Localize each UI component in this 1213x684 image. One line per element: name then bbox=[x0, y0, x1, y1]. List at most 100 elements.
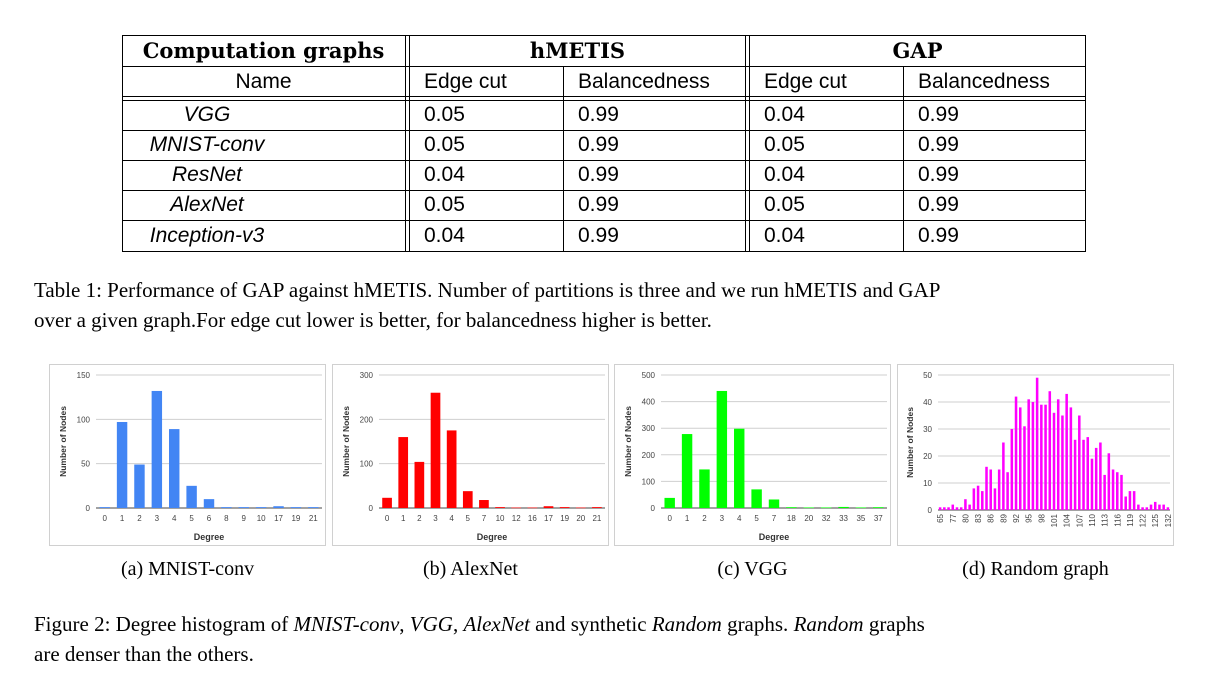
histogram-bar bbox=[273, 506, 284, 508]
y-tick-label: 300 bbox=[360, 371, 374, 380]
x-tick-label: 3 bbox=[433, 514, 438, 523]
histogram-bar bbox=[1116, 472, 1119, 510]
x-tick-label: 4 bbox=[737, 514, 742, 523]
histogram-bar bbox=[1006, 472, 1009, 510]
x-tick-label: 10 bbox=[257, 514, 266, 523]
histogram-bar bbox=[308, 507, 319, 508]
chart-vgg: 0 100 200 300 400 500 Number of Nodes 0 1 2 3 4 5 7 18… bbox=[614, 364, 891, 546]
chart-alexnet: 0 100 200 300 Number of Nodes 0 1 2 3 4 5 7 10 12 16 17… bbox=[332, 364, 609, 546]
chart-svg: 0 100 200 300 400 500 Number of Nodes 0 1 2 3 4 5 7 18… bbox=[623, 371, 887, 542]
row-gap-edge-cut: 0.05 bbox=[764, 133, 805, 156]
chart-svg: 0 10 20 30 40 50 Number of Nodes 65 77 80 83 86 89 92… bbox=[905, 371, 1173, 527]
histogram-bar bbox=[1044, 404, 1047, 510]
x-axis-label: Degree bbox=[194, 532, 225, 542]
histogram-bar bbox=[681, 434, 693, 508]
histogram-bar bbox=[820, 507, 832, 509]
x-tick-label: 65 bbox=[936, 513, 945, 522]
x-tick-label: 20 bbox=[804, 514, 813, 523]
table-border bbox=[749, 35, 750, 251]
histogram-bar bbox=[855, 507, 867, 509]
chart-svg: 0 50 100 150 Number of Nodes 0 1 2 3 4 5 6 8 9 10 17 19 2… bbox=[58, 371, 322, 542]
histogram-bar bbox=[838, 506, 849, 508]
histogram-bar bbox=[1056, 399, 1060, 510]
y-tick-label: 100 bbox=[642, 477, 656, 486]
x-tick-label: 2 bbox=[417, 514, 422, 523]
y-tick-label: 50 bbox=[81, 460, 90, 469]
chart-random-graph: 0 10 20 30 40 50 Number of Nodes 65 77 80 83 86 89 92… bbox=[897, 364, 1174, 546]
histogram-bar bbox=[169, 429, 180, 508]
caption-text: , bbox=[452, 612, 464, 636]
row-name: MNIST-conv bbox=[149, 133, 265, 156]
row-gap-balancedness: 0.99 bbox=[918, 163, 959, 186]
x-tick-label: 1 bbox=[401, 514, 406, 523]
header-hmetis-balancedness: Balancedness bbox=[578, 69, 710, 93]
histogram-bar bbox=[446, 430, 457, 508]
histogram-bar bbox=[873, 507, 884, 508]
header-hmetis-edge-cut: Edge cut bbox=[424, 69, 507, 93]
x-tick-label: 1 bbox=[685, 514, 690, 523]
table-border bbox=[1085, 35, 1086, 251]
caption-text: , bbox=[399, 612, 410, 636]
histogram-bar bbox=[592, 507, 602, 508]
histogram-bar bbox=[511, 507, 522, 509]
histogram-bar bbox=[1145, 507, 1149, 510]
histogram-bar bbox=[1027, 399, 1030, 510]
histogram-bar bbox=[1010, 429, 1014, 510]
table-caption-line: over a given graph.For edge cut lower is… bbox=[34, 308, 712, 332]
histogram-bar bbox=[1166, 507, 1170, 510]
caption-text: Figure 2: Degree histogram of bbox=[34, 612, 294, 636]
x-tick-label: 8 bbox=[224, 514, 229, 523]
y-tick-label: 20 bbox=[923, 452, 932, 461]
table-border bbox=[745, 35, 746, 251]
table-border bbox=[122, 130, 1086, 131]
histogram-bar bbox=[989, 469, 992, 510]
table-caption-line: Table 1: Performance of GAP against hMET… bbox=[34, 278, 941, 302]
row-hmetis-edge-cut: 0.05 bbox=[424, 103, 465, 126]
caption-emphasis: Random bbox=[793, 612, 864, 636]
histogram-bar bbox=[943, 507, 946, 510]
histogram-bar bbox=[1014, 396, 1018, 510]
table-row: VGG 0.05 0.99 0.04 0.99 bbox=[122, 100, 1086, 130]
histogram-bar bbox=[99, 507, 110, 508]
histogram-bar bbox=[1035, 377, 1039, 510]
table-row: MNIST-conv 0.05 0.99 0.05 0.99 bbox=[122, 130, 1086, 160]
x-tick-label: 132 bbox=[1164, 513, 1173, 527]
histogram-bar bbox=[1103, 474, 1106, 510]
histogram-bar bbox=[955, 507, 959, 510]
x-tick-label: 98 bbox=[1037, 513, 1046, 522]
x-tick-label: 104 bbox=[1063, 513, 1072, 527]
x-tick-label: 0 bbox=[102, 514, 107, 523]
histogram-bar bbox=[414, 461, 425, 508]
x-tick-label: 110 bbox=[1088, 513, 1097, 526]
histogram-bar bbox=[1090, 458, 1094, 510]
table-border bbox=[122, 251, 1086, 252]
y-tick-label: 0 bbox=[928, 506, 933, 515]
histogram-bar bbox=[1082, 439, 1085, 510]
y-tick-label: 150 bbox=[77, 371, 91, 380]
x-tick-label: 37 bbox=[874, 514, 883, 523]
x-tick-label: 4 bbox=[172, 514, 177, 523]
x-tick-label: 92 bbox=[1012, 513, 1021, 522]
table-border bbox=[122, 66, 1086, 67]
header-gap-edge-cut: Edge cut bbox=[764, 69, 847, 93]
row-hmetis-balancedness: 0.99 bbox=[578, 133, 619, 156]
y-axis-label: Number of Nodes bbox=[623, 406, 633, 477]
header-computation-graphs: Computation graphs bbox=[142, 38, 385, 63]
x-tick-label: 116 bbox=[1113, 513, 1122, 526]
histogram-bar bbox=[968, 504, 971, 510]
histogram-bar bbox=[1040, 404, 1043, 510]
row-gap-edge-cut: 0.04 bbox=[764, 163, 805, 186]
histogram-bar bbox=[1149, 504, 1153, 510]
histogram-bar bbox=[1048, 391, 1052, 510]
x-tick-label: 5 bbox=[466, 514, 471, 523]
subcaption-a: (a) MNIST-conv bbox=[120, 558, 255, 580]
header-name: Name bbox=[235, 69, 292, 93]
histogram-bar bbox=[1052, 412, 1056, 510]
histogram-bar bbox=[1158, 504, 1161, 510]
figure-caption-line: are denser than the others. bbox=[34, 642, 254, 666]
x-tick-label: 80 bbox=[961, 513, 970, 522]
x-tick-label: 4 bbox=[449, 514, 454, 523]
row-hmetis-edge-cut: 0.04 bbox=[424, 163, 465, 186]
caption-text: graphs bbox=[863, 612, 925, 636]
x-tick-label: 83 bbox=[974, 513, 983, 522]
